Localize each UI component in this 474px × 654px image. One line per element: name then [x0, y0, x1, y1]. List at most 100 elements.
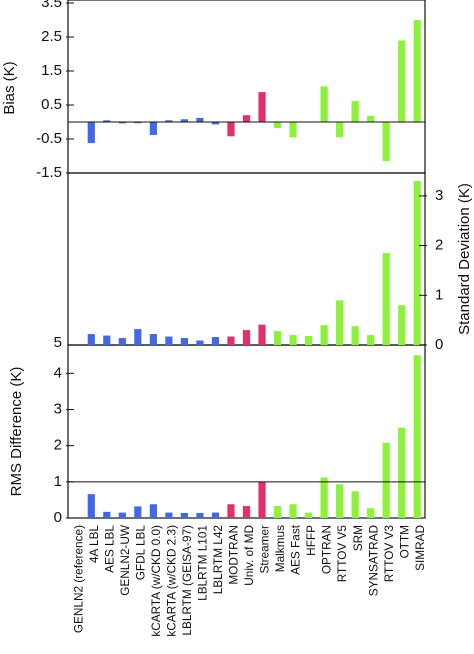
bar-standard-deviation-genln2-uw — [118, 338, 126, 345]
bar-rms-difference-rttov-v5 — [336, 484, 344, 518]
category-label-aes-lbl: AES LBL — [102, 525, 116, 573]
bar-bias-malkmus — [273, 122, 282, 129]
bar-rms-difference-gfdl-lbl — [134, 506, 142, 518]
bar-standard-deviation-optran — [320, 325, 328, 345]
bar-bias-srm — [351, 100, 359, 122]
bar-bias-modtran — [227, 122, 235, 137]
ytick-label-bias-4: 2.5 — [41, 28, 62, 45]
bar-standard-deviation-univ-of-md — [242, 330, 251, 345]
category-label-streamer: Streamer — [258, 525, 272, 574]
bar-rms-difference-srm — [351, 491, 359, 518]
category-label-gfdl-lbl: GFDL LBL — [133, 525, 147, 581]
bar-rms-difference-kcarta-w-ckd-2-3 — [165, 512, 173, 518]
category-label-simrad: SIMRAD — [413, 525, 427, 571]
category-label-aes-fast: AES Fast — [289, 524, 303, 575]
bar-bias-ottm — [398, 40, 406, 122]
bar-standard-deviation-aes-fast — [289, 335, 297, 345]
category-label-lblrtm-l42: LBLRTM L42 — [211, 525, 225, 594]
bar-standard-deviation-srm — [351, 326, 359, 345]
bar-standard-deviation-lblrtm-l101 — [196, 340, 204, 345]
category-label-hffp: HFFP — [304, 525, 318, 556]
bar-bias-aes-fast — [289, 122, 297, 138]
text-layer: -1.5 -0.5 0.5 1.5 2.5 3.5 Bias (K) 0 1 2 3 5 Standar… — [1, 0, 473, 637]
category-label-synsatrad: SYNSATRAD — [366, 525, 380, 596]
category-label-rttov-v3: RTTOV V3 — [382, 525, 396, 583]
ytick-label-standard-deviation-3: 3 — [435, 187, 443, 204]
bar-bias-simrad — [413, 20, 421, 122]
bar-layer — [87, 20, 421, 518]
bar-rms-difference-aes-fast — [289, 504, 297, 518]
bar-bias-univ-of-md — [242, 115, 251, 122]
bar-bias-kcarta-w-ckd-2-3 — [165, 120, 173, 122]
ytick-label-bias-2: 0.5 — [41, 96, 62, 113]
bar-standard-deviation-ottm — [398, 305, 406, 345]
ytick-label-standard-deviation-1: 1 — [435, 286, 443, 303]
bar-rms-difference-4a-lbl — [87, 494, 95, 518]
category-label-kcarta-w-ckd-0-0: kCARTA (w/CKD 0.0) — [149, 525, 163, 637]
ytick-label-rms-difference-4: 4 — [54, 364, 62, 381]
bar-standard-deviation-malkmus — [273, 331, 282, 345]
bar-bias-rttov-v5 — [336, 122, 344, 138]
category-label-lblrtm-l101: LBLRTM L101 — [196, 525, 210, 601]
category-label-kcarta-w-ckd-2-3: kCARTA (w/CKD 2.3) — [165, 525, 179, 637]
ytick-label-bias-5: 3.5 — [41, 0, 62, 11]
bar-rms-difference-simrad — [413, 355, 421, 518]
bar-standard-deviation-synsatrad — [367, 335, 375, 345]
bar-standard-deviation-kcarta-w-ckd-0-0 — [149, 334, 157, 345]
category-label-modtran: MODTRAN — [227, 525, 241, 585]
bar-rms-difference-ottm — [398, 427, 406, 518]
ytick-label-standard-deviation-0: 0 — [435, 336, 443, 353]
bar-standard-deviation-rttov-v3 — [382, 253, 390, 345]
category-label-ottm: OTTM — [397, 525, 411, 558]
bar-standard-deviation-lblrtm-geisa-97 — [180, 338, 189, 345]
bar-rms-difference-lblrtm-l42 — [211, 512, 220, 518]
bar-rms-difference-malkmus — [273, 506, 282, 518]
bar-rms-difference-optran — [320, 477, 328, 518]
bar-bias-aes-lbl — [103, 120, 111, 122]
ytick-label-rms-difference-3: 3 — [54, 400, 62, 417]
category-label-srm: SRM — [351, 525, 365, 551]
bar-standard-deviation-streamer — [258, 324, 266, 345]
bar-rms-difference-aes-lbl — [103, 511, 111, 518]
bar-bias-streamer — [258, 92, 266, 122]
bar-rms-difference-univ-of-md — [242, 506, 251, 518]
bar-standard-deviation-hffp — [304, 336, 313, 345]
panel-layer — [67, 0, 426, 519]
bar-bias-gfdl-lbl — [134, 122, 142, 124]
left-tick-label-standard-deviation: 5 — [54, 334, 62, 351]
bar-rms-difference-modtran — [227, 504, 235, 518]
bar-standard-deviation-aes-lbl — [103, 335, 111, 345]
panel-frame-standard-deviation — [67, 172, 426, 346]
y-axis-title-standard-deviation: Standard Deviation (K) — [456, 183, 473, 335]
bar-standard-deviation-lblrtm-l42 — [211, 337, 220, 345]
ytick-label-rms-difference-2: 2 — [54, 437, 62, 454]
y-axis-title-bias: Bias (K) — [1, 61, 18, 114]
axis-layer — [66, 2, 427, 519]
bar-rms-difference-synsatrad — [367, 508, 375, 518]
ytick-label-rms-difference-1: 1 — [54, 473, 62, 490]
bar-bias-optran — [320, 86, 328, 122]
ytick-label-standard-deviation-2: 2 — [435, 237, 443, 254]
bar-standard-deviation-gfdl-lbl — [134, 329, 142, 345]
category-label-optran: OPTRAN — [320, 525, 334, 574]
bar-bias-4a-lbl — [87, 122, 95, 144]
category-label-genln2-uw: GENLN2-UW — [118, 524, 132, 596]
ytick-label-rms-difference-0: 0 — [54, 509, 62, 526]
bar-bias-rttov-v3 — [382, 122, 390, 162]
category-label-lblrtm-geisa-97: LBLRTM (GEISA-97) — [180, 525, 194, 636]
bar-standard-deviation-simrad — [413, 180, 421, 345]
bar-bias-genln2-uw — [118, 122, 126, 124]
bar-standard-deviation-modtran — [227, 336, 235, 345]
ytick-label-bias-0: -1.5 — [36, 164, 62, 181]
bar-rms-difference-lblrtm-geisa-97 — [180, 512, 189, 518]
bar-bias-lblrtm-l101 — [196, 117, 204, 122]
bar-standard-deviation-kcarta-w-ckd-2-3 — [165, 336, 173, 345]
ytick-label-bias-3: 1.5 — [41, 62, 62, 79]
y-axis-title-rms-difference: RMS Difference (K) — [8, 367, 25, 497]
category-label-malkmus: Malkmus — [273, 525, 287, 572]
category-label-genln2-reference: GENLN2 (reference) — [71, 525, 85, 633]
bar-rms-difference-genln2-uw — [118, 512, 126, 518]
bar-rms-difference-lblrtm-l101 — [196, 512, 204, 518]
